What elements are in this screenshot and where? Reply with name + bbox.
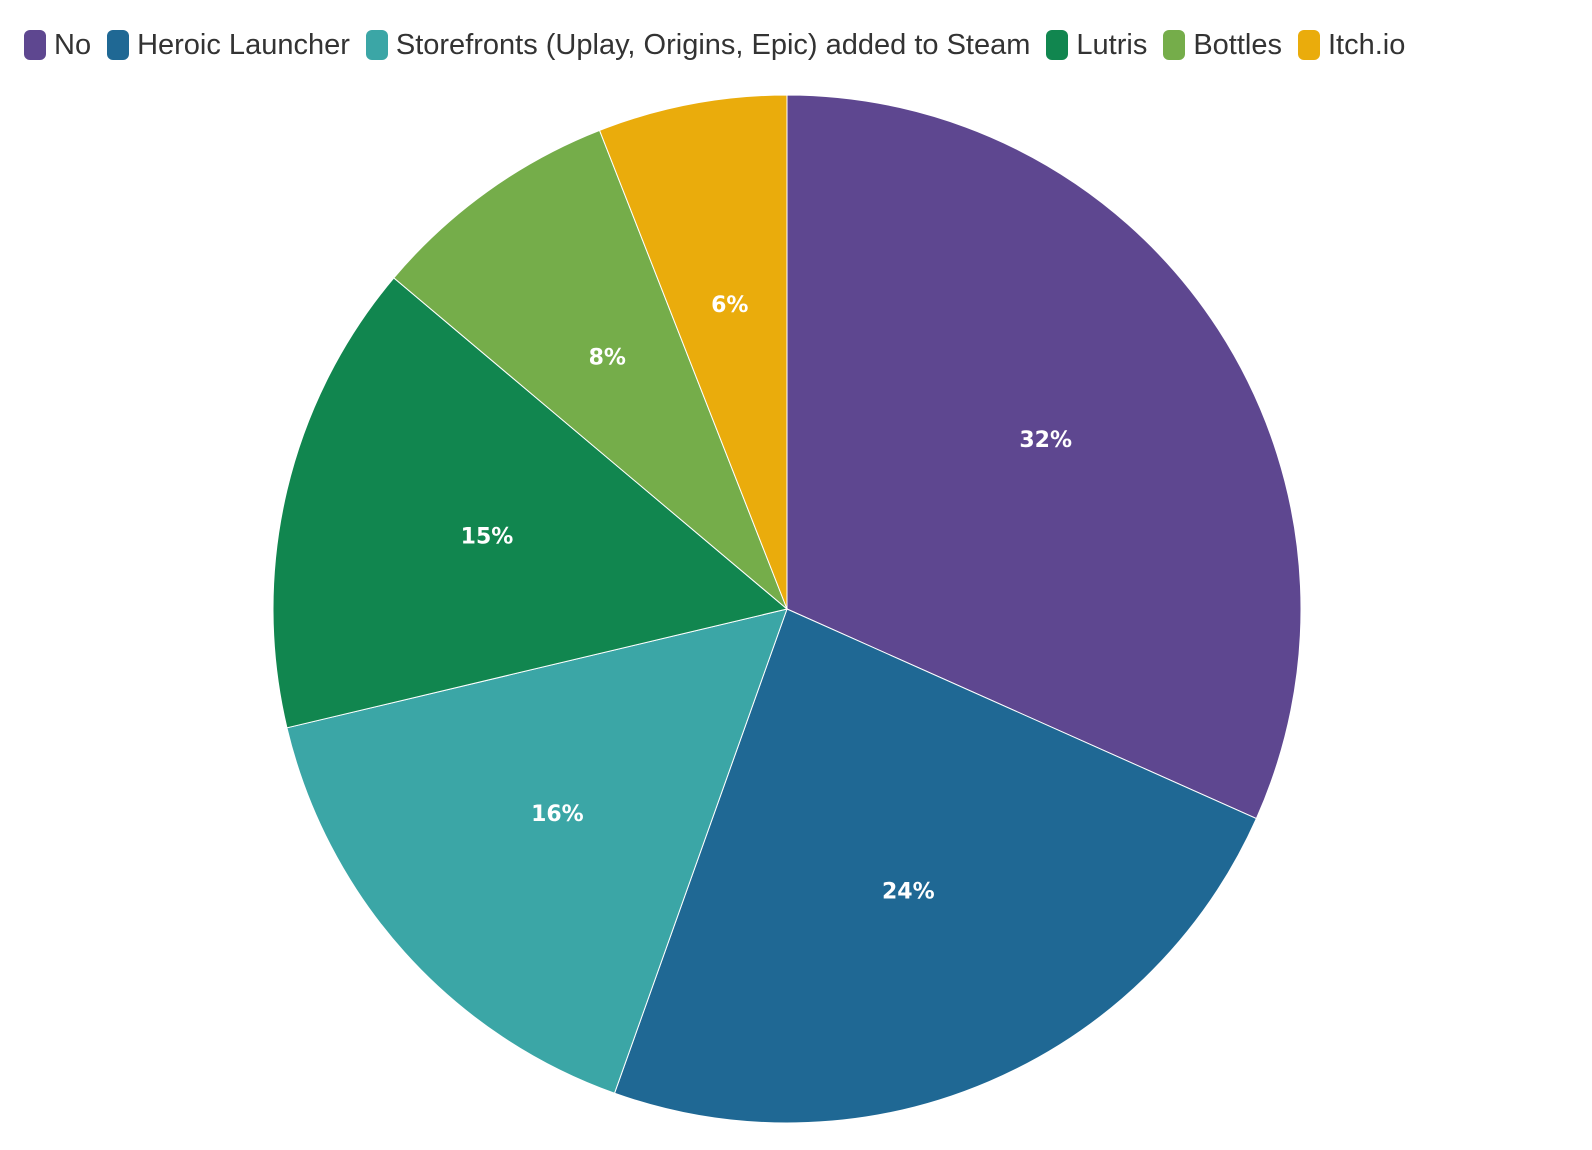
legend-swatch	[365, 30, 388, 60]
pie-slice[interactable]	[272, 277, 789, 729]
legend-swatch	[1163, 30, 1186, 60]
slice-value-label: 24%	[882, 880, 935, 905]
pie-slice[interactable]	[598, 94, 788, 610]
slice-value-label: 6%	[711, 293, 748, 318]
pie-slice[interactable]	[786, 94, 1302, 820]
pie-slice[interactable]	[393, 129, 788, 610]
slice-value-label: 15%	[461, 525, 514, 550]
legend-label: Heroic Launcher	[137, 28, 350, 61]
legend-item[interactable]: Itch.io	[1298, 29, 1405, 62]
slice-value-label: 8%	[589, 345, 626, 370]
legend-swatch	[1298, 30, 1320, 60]
pie-slice[interactable]	[286, 608, 788, 1094]
legend-item[interactable]: No	[24, 29, 91, 62]
legend-label: No	[54, 28, 92, 61]
pie-slice-labels: 32% 24% 16% 15% 8% 6%	[461, 293, 1072, 905]
legend-label: Bottles	[1193, 28, 1282, 61]
slice-value-label: 16%	[531, 802, 584, 827]
slice-value-label: 32%	[1019, 428, 1072, 453]
pie-slice[interactable]	[613, 608, 1258, 1124]
legend-label: Storefronts (Uplay, Origins, Epic) added…	[395, 28, 1031, 61]
legend-label: Itch.io	[1328, 28, 1406, 61]
legend-item[interactable]: Bottles	[1163, 29, 1282, 62]
chart-legend: No Heroic Launcher Storefronts (Uplay, Ori…	[24, 24, 1421, 66]
legend-item[interactable]: Lutris	[1046, 29, 1147, 62]
legend-label: Lutris	[1076, 28, 1148, 61]
pie-slices	[272, 94, 1302, 1124]
legend-swatch	[107, 30, 130, 60]
legend-swatch	[1046, 30, 1069, 60]
legend-item[interactable]: Heroic Launcher	[107, 29, 350, 62]
legend-item[interactable]: Storefronts (Uplay, Origins, Epic) added…	[365, 28, 1031, 62]
legend-swatch	[24, 30, 46, 60]
